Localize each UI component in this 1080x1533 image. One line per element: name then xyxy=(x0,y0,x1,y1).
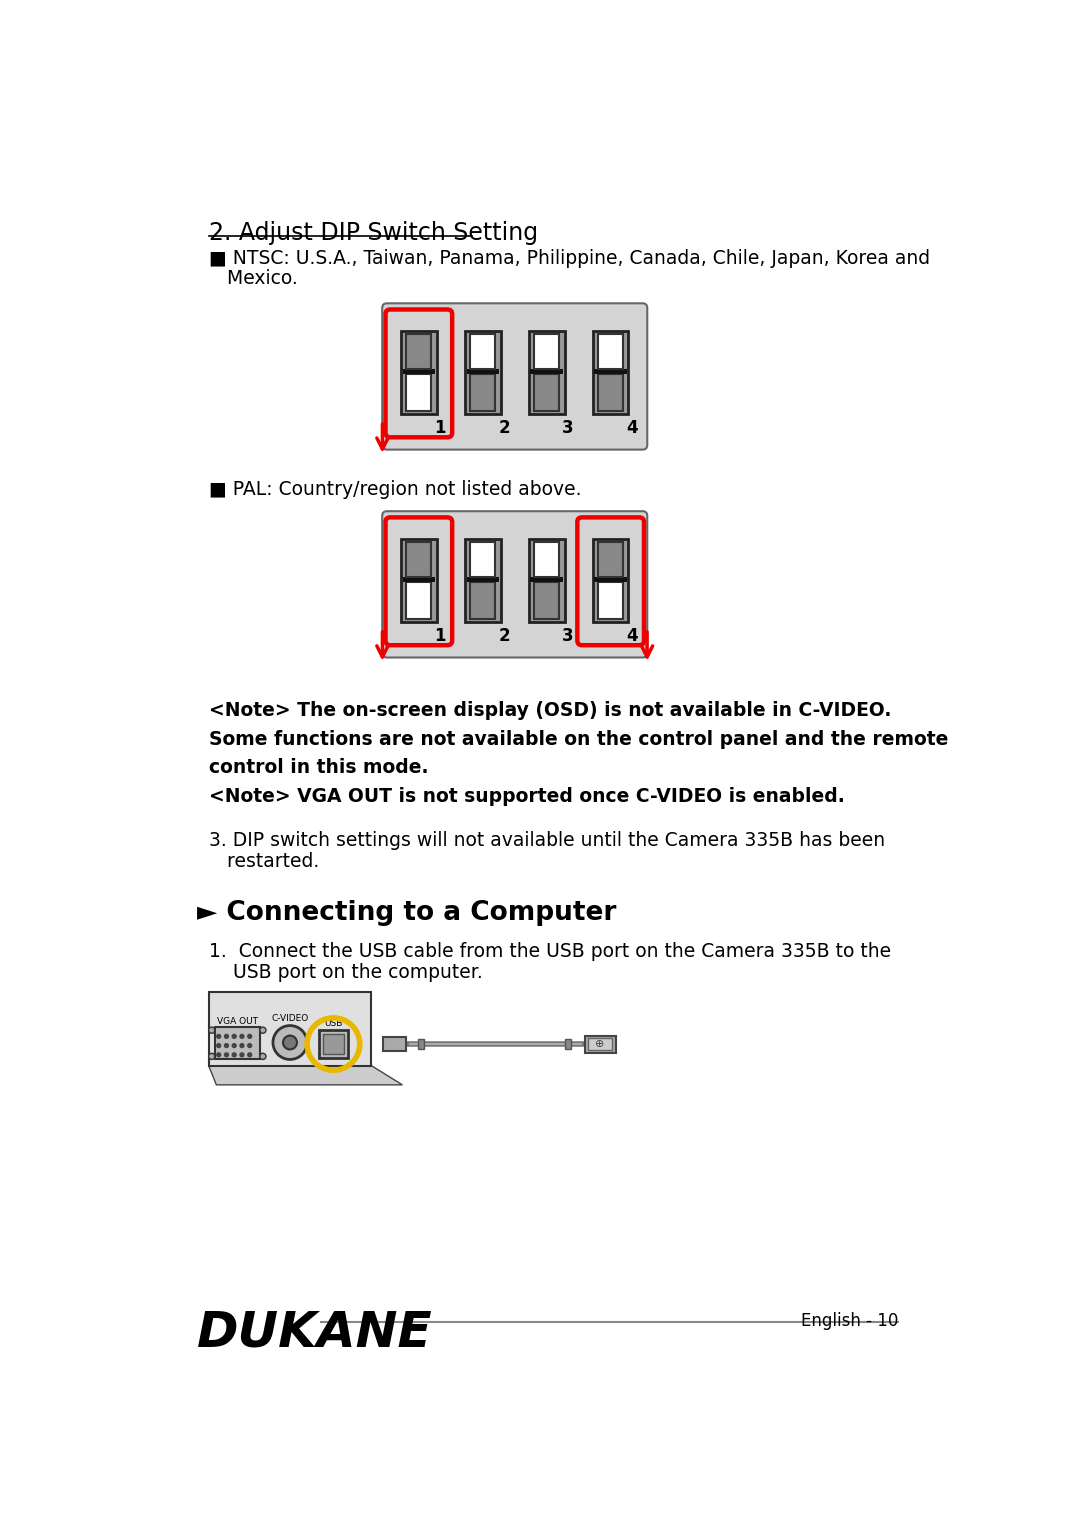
Bar xyxy=(208,992,372,1065)
Circle shape xyxy=(208,1027,215,1033)
Text: 1.  Connect the USB cable from the USB port on the Camera 335B to the: 1. Connect the USB cable from the USB po… xyxy=(208,943,891,961)
Bar xyxy=(593,331,629,414)
Bar xyxy=(530,369,563,374)
Text: 2: 2 xyxy=(498,627,510,645)
Text: 4: 4 xyxy=(626,627,638,645)
Bar xyxy=(530,576,563,581)
Circle shape xyxy=(260,1053,266,1059)
Circle shape xyxy=(247,1035,252,1038)
Bar xyxy=(535,374,559,411)
Text: 1: 1 xyxy=(434,419,446,437)
Text: VGA OUT: VGA OUT xyxy=(217,1016,258,1026)
Text: 3: 3 xyxy=(563,627,573,645)
Text: 2. Adjust DIP Switch Setting: 2. Adjust DIP Switch Setting xyxy=(208,221,538,245)
Circle shape xyxy=(217,1044,220,1047)
Text: Some functions are not available on the control panel and the remote: Some functions are not available on the … xyxy=(208,730,948,750)
Text: 3: 3 xyxy=(563,419,573,437)
Text: DUKANE: DUKANE xyxy=(197,1308,433,1357)
Bar xyxy=(406,334,431,369)
Bar xyxy=(401,331,436,414)
Text: 1: 1 xyxy=(434,627,446,645)
Bar xyxy=(598,543,623,576)
Circle shape xyxy=(232,1053,237,1056)
Bar xyxy=(465,331,501,414)
Bar xyxy=(529,331,565,414)
Text: English - 10: English - 10 xyxy=(801,1312,899,1331)
Bar xyxy=(565,1039,571,1050)
Text: 4: 4 xyxy=(626,419,638,437)
Text: <Note> VGA OUT is not supported once C-VIDEO is enabled.: <Note> VGA OUT is not supported once C-V… xyxy=(208,786,845,806)
Text: ► Connecting to a Computer: ► Connecting to a Computer xyxy=(197,900,617,926)
Bar xyxy=(470,543,496,576)
Text: USB: USB xyxy=(324,1019,342,1029)
Text: 2: 2 xyxy=(498,419,510,437)
Bar xyxy=(594,576,626,581)
Bar xyxy=(465,540,501,622)
Text: ⊕: ⊕ xyxy=(595,1039,605,1049)
Bar xyxy=(418,1039,424,1050)
Circle shape xyxy=(217,1035,220,1038)
Text: C-VIDEO: C-VIDEO xyxy=(271,1015,309,1023)
Circle shape xyxy=(240,1053,244,1056)
Circle shape xyxy=(225,1044,228,1047)
Circle shape xyxy=(273,1026,307,1059)
Bar xyxy=(598,334,623,369)
Text: restarted.: restarted. xyxy=(208,852,319,871)
Bar xyxy=(594,369,626,374)
Circle shape xyxy=(240,1035,244,1038)
Polygon shape xyxy=(208,1065,403,1085)
Circle shape xyxy=(232,1035,237,1038)
Text: ■ NTSC: U.S.A., Taiwan, Panama, Philippine, Canada, Chile, Japan, Korea and: ■ NTSC: U.S.A., Taiwan, Panama, Philippi… xyxy=(208,250,930,268)
Bar xyxy=(598,374,623,411)
Bar xyxy=(598,581,623,619)
Bar xyxy=(467,576,499,581)
Bar xyxy=(535,334,559,369)
Bar xyxy=(470,374,496,411)
Bar xyxy=(406,374,431,411)
Text: ■ PAL: Country/region not listed above.: ■ PAL: Country/region not listed above. xyxy=(208,480,581,500)
Text: 3. DIP switch settings will not available until the Camera 335B has been: 3. DIP switch settings will not availabl… xyxy=(208,831,885,849)
Bar xyxy=(584,1036,616,1053)
Bar xyxy=(470,581,496,619)
Bar xyxy=(215,1027,260,1059)
Text: Mexico.: Mexico. xyxy=(208,268,297,288)
Bar xyxy=(319,1030,348,1058)
FancyBboxPatch shape xyxy=(382,510,647,658)
Bar xyxy=(467,369,499,374)
Text: USB port on the computer.: USB port on the computer. xyxy=(208,963,483,983)
Bar xyxy=(535,543,559,576)
Bar xyxy=(401,540,436,622)
Bar xyxy=(406,543,431,576)
Bar xyxy=(406,581,431,619)
Bar xyxy=(535,581,559,619)
Circle shape xyxy=(225,1035,228,1038)
Circle shape xyxy=(217,1053,220,1056)
Bar xyxy=(593,540,629,622)
Circle shape xyxy=(260,1027,266,1033)
Bar xyxy=(323,1035,345,1055)
Bar xyxy=(470,334,496,369)
Circle shape xyxy=(232,1044,237,1047)
Circle shape xyxy=(247,1053,252,1056)
Circle shape xyxy=(240,1044,244,1047)
FancyBboxPatch shape xyxy=(382,304,647,449)
Bar xyxy=(529,540,565,622)
Bar xyxy=(588,1038,612,1050)
Circle shape xyxy=(283,1036,297,1050)
Bar xyxy=(383,1038,406,1052)
Bar xyxy=(403,369,435,374)
Circle shape xyxy=(208,1053,215,1059)
Text: control in this mode.: control in this mode. xyxy=(208,759,428,777)
Text: <Note> The on-screen display (OSD) is not available in C-VIDEO.: <Note> The on-screen display (OSD) is no… xyxy=(208,702,891,721)
Circle shape xyxy=(225,1053,228,1056)
Circle shape xyxy=(247,1044,252,1047)
Bar xyxy=(403,576,435,581)
